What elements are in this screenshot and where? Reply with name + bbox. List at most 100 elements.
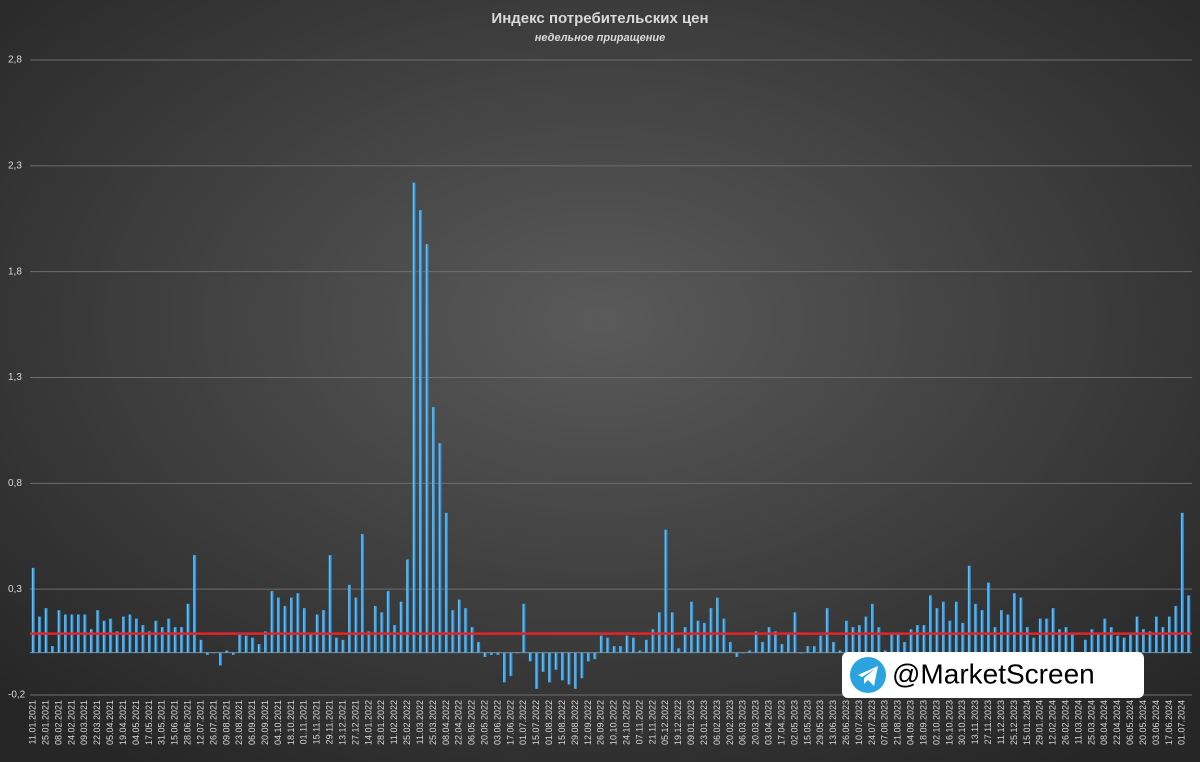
bar (645, 639, 648, 653)
bar (1000, 610, 1004, 653)
bar (348, 584, 351, 653)
x-tick-label: 06.05.2022 (467, 700, 477, 745)
x-tick-label: 28.06.2021 (183, 700, 193, 745)
bar (1161, 627, 1165, 653)
x-tick-label: 25.03.2022 (428, 700, 438, 745)
x-tick-label: 12.02.2024 (1048, 700, 1058, 745)
bar (548, 652, 552, 683)
bar (845, 620, 849, 653)
bar (31, 567, 35, 653)
bar (373, 605, 377, 653)
bar (619, 646, 623, 653)
bar (948, 620, 952, 653)
x-tick-label: 08.02.2021 (53, 700, 63, 745)
x-tick-label: 11.03.2024 (1073, 700, 1083, 744)
bar (748, 650, 752, 653)
bar (302, 608, 306, 653)
x-tick-label: 05.12.2022 (660, 700, 670, 745)
bar (309, 633, 313, 653)
x-tick-label: 22.03.2021 (92, 700, 102, 745)
bar (1122, 637, 1126, 653)
bar (877, 627, 881, 653)
bar (322, 610, 326, 653)
bar (683, 627, 687, 653)
x-tick-label: 20.03.2023 (751, 700, 761, 745)
x-tick-label: 27.11.2023 (983, 700, 993, 744)
bar (774, 631, 778, 653)
x-tick-label: 05.04.2021 (105, 700, 115, 745)
x-tick-label: 22.04.2022 (454, 700, 464, 745)
x-tick-label: 13.11.2023 (970, 700, 980, 744)
x-tick-label: 11.02.2022 (389, 700, 399, 744)
y-tick-label: 0,3 (8, 584, 22, 595)
bar (102, 620, 106, 653)
x-tick-label: 13.12.2021 (337, 700, 347, 745)
bar (838, 650, 842, 653)
bar (503, 652, 506, 683)
x-tick-label: 29.01.2024 (1035, 700, 1045, 745)
bar (199, 639, 203, 653)
chart-title: Индекс потребительских цен (491, 10, 708, 27)
bar (154, 620, 158, 653)
x-tick-label: 20.05.2022 (479, 700, 489, 745)
x-tick-label: 20.02.2023 (725, 700, 735, 745)
x-tick-label: 09.03.2021 (79, 700, 89, 745)
bar (51, 646, 55, 653)
bar (780, 644, 784, 653)
bar (264, 631, 268, 653)
bar (761, 641, 765, 653)
x-tick-label: 18.09.2023 (918, 700, 928, 745)
x-tick-label: 10.10.2022 (609, 700, 619, 745)
bar (709, 608, 713, 653)
x-tick-label: 11.01.2021 (28, 700, 38, 744)
x-tick-label: 03.06.2024 (1151, 700, 1161, 745)
x-tick-label: 15.08.2022 (557, 700, 567, 745)
bar (193, 555, 197, 653)
bar (980, 610, 984, 653)
bar (1174, 605, 1178, 653)
x-tick-label: 10.07.2023 (854, 700, 864, 745)
x-tick-label: 24.02.2021 (66, 700, 76, 745)
bar (903, 641, 907, 653)
bar (490, 652, 494, 655)
bar (173, 627, 177, 653)
bar (432, 406, 435, 653)
bar (819, 635, 823, 653)
bar (386, 591, 390, 653)
bar (464, 608, 468, 653)
x-tick-label: 01.11.2021 (299, 700, 309, 744)
bar (1038, 618, 1042, 653)
bar (1129, 633, 1133, 653)
bar (89, 629, 93, 653)
bar (871, 603, 874, 653)
x-tick-label: 31.05.2021 (157, 700, 167, 745)
x-tick-label: 22.04.2024 (1112, 700, 1122, 745)
bar (167, 618, 171, 653)
x-tick-label: 25.12.2023 (1009, 700, 1019, 745)
bar (567, 652, 571, 685)
bar (664, 529, 668, 653)
bar (1096, 633, 1100, 653)
bar (561, 652, 565, 681)
x-tick-label: 27.12.2021 (350, 700, 360, 745)
x-tick-label: 26.09.2022 (596, 700, 606, 745)
bar (180, 627, 184, 653)
bar (160, 627, 164, 653)
bar (954, 601, 958, 653)
x-tick-label: 04.10.2021 (273, 700, 283, 745)
x-tick-label: 06.02.2023 (712, 700, 722, 745)
bar (341, 639, 345, 653)
x-tick-label: 04.05.2021 (131, 700, 141, 745)
x-tick-label: 11.03.2022 (415, 700, 425, 744)
bar (993, 627, 997, 653)
bar (767, 627, 771, 653)
bar (361, 533, 364, 653)
x-tick-label: 18.10.2021 (286, 700, 296, 745)
bar (703, 622, 707, 653)
bar (147, 631, 151, 653)
bar (57, 610, 61, 653)
x-tick-label: 17.05.2021 (144, 700, 154, 745)
bar (741, 652, 745, 654)
bar (1103, 618, 1107, 653)
